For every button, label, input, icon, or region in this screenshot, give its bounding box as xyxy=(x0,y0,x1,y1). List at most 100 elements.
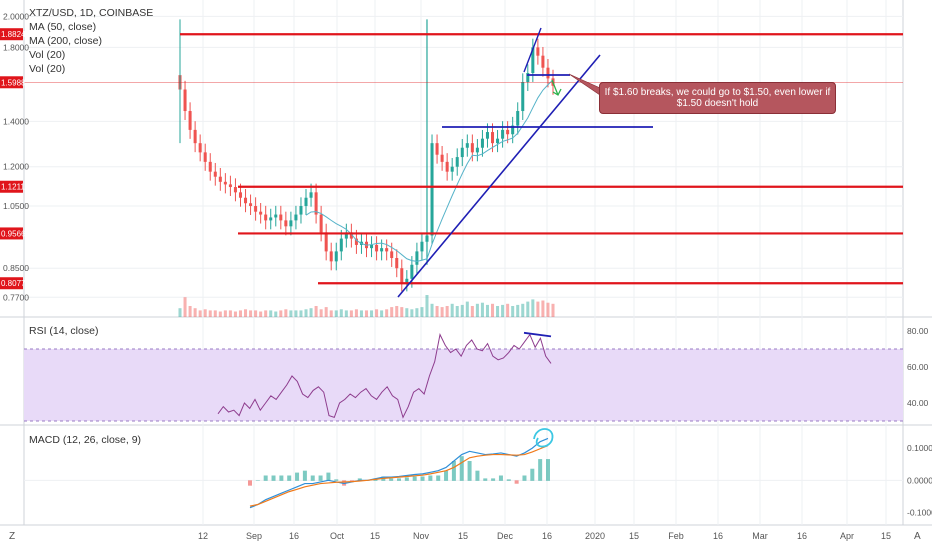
candle-body xyxy=(501,129,505,139)
volume-label-1: Vol (20) xyxy=(29,49,66,61)
volume-bar xyxy=(460,304,464,317)
volume-bar xyxy=(249,310,253,317)
time-tick-label: 15 xyxy=(629,531,639,541)
candle-body xyxy=(405,278,409,283)
macd-histogram-bar xyxy=(530,468,535,481)
volume-bar xyxy=(339,309,343,317)
price-label-value: 0.8077 xyxy=(1,279,26,288)
candle-body xyxy=(223,181,227,185)
volume-bar xyxy=(385,309,389,317)
candle-body xyxy=(339,238,343,252)
macd-line xyxy=(249,437,549,509)
volume-bar xyxy=(506,303,510,317)
macd-histogram-bar xyxy=(546,459,550,481)
volume-bar xyxy=(213,310,217,317)
candle-body xyxy=(546,67,550,79)
price-tick-label: 2.0000 xyxy=(3,11,29,21)
macd-histogram-bar xyxy=(506,479,511,481)
volume-bar xyxy=(334,310,338,317)
rsi-divergence-line xyxy=(523,331,552,338)
signal-line xyxy=(249,444,549,507)
volume-bar xyxy=(480,302,484,317)
price-label-value: 0.9566 xyxy=(1,229,26,238)
candle-body xyxy=(430,143,434,236)
volume-bar xyxy=(178,308,182,317)
symbol-title: XTZ/USD, 1D, COINBASE xyxy=(29,7,154,19)
price-label-value: 1.1211 xyxy=(1,183,25,192)
candle-body xyxy=(496,138,500,144)
volume-bar xyxy=(546,302,550,317)
volume-bar xyxy=(501,304,505,317)
candle-body xyxy=(435,143,439,155)
macd-histogram-bar xyxy=(310,475,315,481)
volume-bar xyxy=(259,311,263,317)
candle-body xyxy=(485,132,489,139)
time-tick-label: Dec xyxy=(497,531,514,541)
price-label-value: 1.8824 xyxy=(1,30,26,39)
candle-body xyxy=(450,166,454,172)
time-tick-label: 15 xyxy=(881,531,891,541)
rsi-label: RSI (14, close) xyxy=(29,325,99,337)
macd-label: MACD (12, 26, close, 9) xyxy=(29,434,142,446)
candle-body xyxy=(254,206,258,212)
macd-histogram-bar xyxy=(459,456,464,481)
time-tick-label: 2020 xyxy=(585,531,605,541)
volume-bar xyxy=(284,309,288,317)
macd-histogram-bar xyxy=(412,476,417,481)
price-label-tag xyxy=(0,76,23,89)
rsi-band xyxy=(24,349,903,421)
macd-tick-label: 0.0000 xyxy=(907,475,932,485)
volume-bar xyxy=(294,310,298,317)
volume-bar xyxy=(410,309,414,317)
time-tick-label: Oct xyxy=(330,531,345,541)
candle-body xyxy=(269,217,273,221)
time-tick-label: Sep xyxy=(246,531,262,541)
volume-bar xyxy=(233,311,237,317)
volume-bar xyxy=(208,310,212,317)
volume-bar xyxy=(445,306,449,317)
macd-histogram-bar xyxy=(263,475,268,481)
volume-bar xyxy=(254,310,258,317)
drawn-circle xyxy=(533,428,554,448)
price-label-tag xyxy=(0,180,23,193)
candle-body xyxy=(475,147,479,153)
candle-body xyxy=(390,251,394,259)
volume-bar xyxy=(465,301,469,317)
price-tick-label: 1.8000 xyxy=(3,42,29,52)
annotation-callout[interactable]: If $1.60 breaks, we could go to $1.50, e… xyxy=(599,82,836,114)
volume-bar xyxy=(314,306,318,317)
auto-scale-button[interactable]: A xyxy=(914,531,921,542)
candle-body xyxy=(249,203,253,207)
macd-histogram-bar xyxy=(420,476,425,481)
candle-body xyxy=(304,197,308,207)
ma50-label: MA (50, close) xyxy=(29,21,97,33)
macd-histogram-bar xyxy=(514,480,519,484)
volume-bar xyxy=(299,310,303,317)
volume-bar xyxy=(238,310,242,317)
volume-bar xyxy=(370,310,374,317)
volume-bar xyxy=(349,310,353,317)
candle-body xyxy=(274,214,278,218)
volume-bar xyxy=(450,303,454,317)
volume-bar xyxy=(218,311,222,317)
volume-bar xyxy=(244,309,248,317)
candle-body xyxy=(380,248,384,252)
macd-histogram-bar xyxy=(295,472,300,481)
time-tick-label: 16 xyxy=(289,531,299,541)
volume-label-2: Vol (20) xyxy=(29,63,66,75)
macd-histogram-bar xyxy=(475,470,480,481)
rsi-tick-label: 80.00 xyxy=(907,326,929,336)
candle-body xyxy=(541,55,545,68)
time-tick-label: 16 xyxy=(542,531,552,541)
volume-bar xyxy=(536,301,540,317)
price-tick-label: 1.0500 xyxy=(3,201,29,211)
price-tick-label: 1.4000 xyxy=(3,116,29,126)
candle-body xyxy=(208,161,212,172)
volume-bar xyxy=(324,307,328,317)
volume-bar xyxy=(203,309,207,317)
time-tick-label: Nov xyxy=(413,531,430,541)
candle-body xyxy=(385,248,389,252)
rsi-tick-label: 40.00 xyxy=(907,398,929,408)
candle-body xyxy=(188,111,192,130)
